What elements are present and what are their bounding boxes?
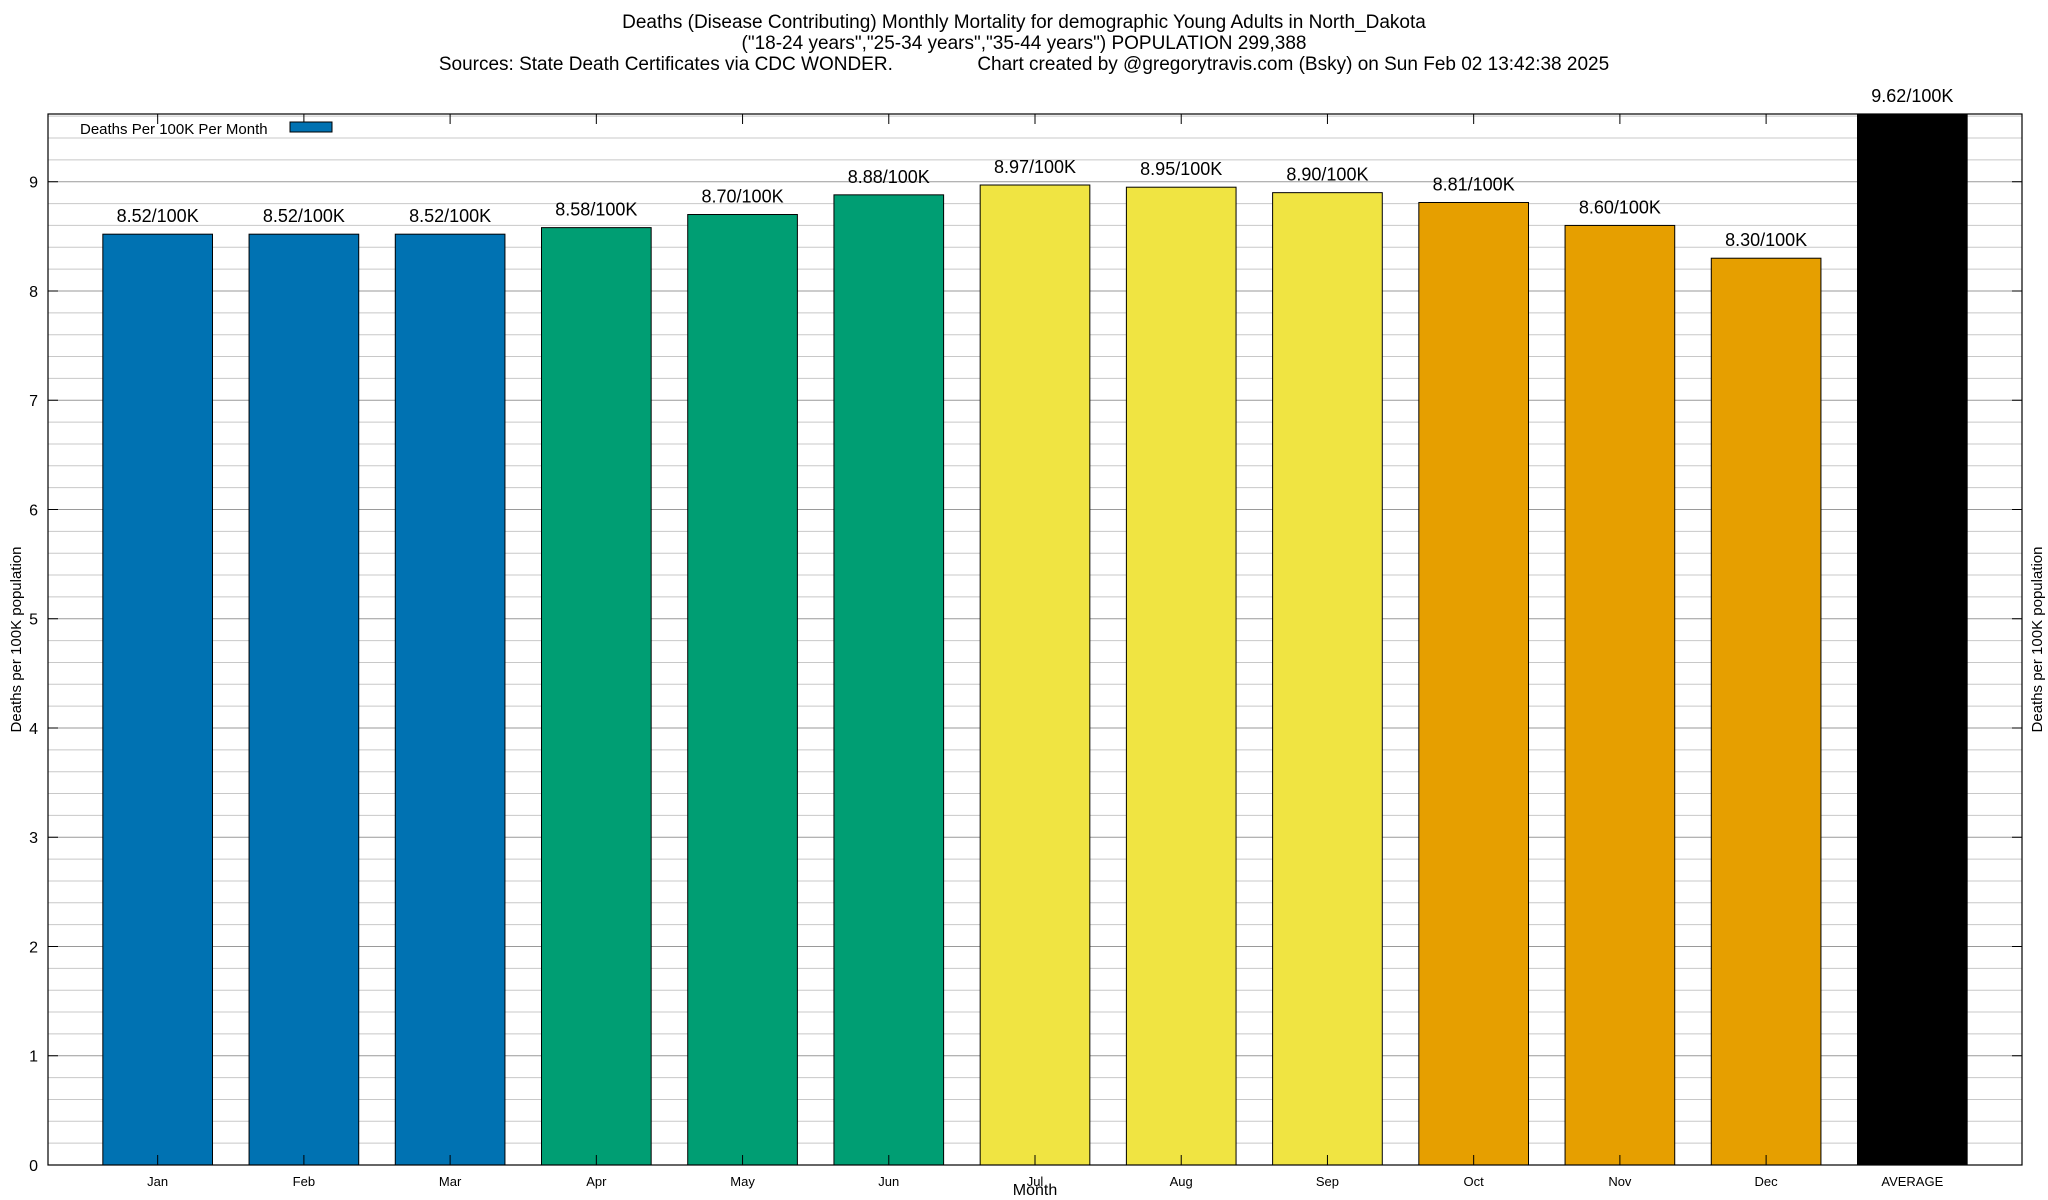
y-tick-label: 6 [29,502,38,519]
y-tick-label: 3 [29,830,38,847]
data-labels: 8.52/100K 8.52/100K 8.52/100K 8.58/100K 8.70… [117,86,1954,250]
x-tick-label: Sep [1316,1174,1339,1189]
bar-apr [541,227,652,1166]
chart-title-block: Deaths (Disease Contributing) Monthly Mo… [0,12,2048,75]
y-tick-label: 7 [29,393,38,410]
chart-subtitle: ("18-24 years","25-34 years","35-44 year… [741,33,1307,54]
bar-nov [1564,224,1676,1166]
x-tick-label: Aug [1170,1174,1193,1189]
data-label-may: 8.70/100K [702,187,784,207]
x-tick-label: Feb [293,1174,315,1189]
y-tick-label: 5 [29,612,38,629]
data-label-nov: 8.60/100K [1579,197,1661,217]
data-label-feb: 8.52/100K [263,206,345,226]
legend-label: Deaths Per 100K Per Month [80,121,268,138]
bar-jul [979,184,1091,1166]
data-label-jan: 8.52/100K [117,206,199,226]
legend-swatch [289,121,333,133]
x-tick-label: Dec [1755,1174,1779,1189]
plot-frame [47,113,2023,1166]
data-label-sep: 8.90/100K [1286,165,1368,185]
bar-feb [248,233,360,1166]
data-label-apr: 8.58/100K [555,200,637,220]
y-axis-label: Deaths per 100K population [8,547,25,733]
chart-source-line: Sources: State Death Certificates via CD… [438,54,1610,75]
legend: Deaths Per 100K Per Month [80,121,333,138]
data-label-oct: 8.81/100K [1433,174,1515,194]
y-tick-label: 2 [29,939,38,956]
bar-jan [102,233,213,1166]
x-tick-label: Jul [1027,1174,1044,1189]
x-axis-label: Month [1013,1182,1057,1199]
x-tick-label: Apr [586,1174,607,1189]
y2-axis-label: Deaths per 100K population [2029,547,2046,733]
bar-jun [833,194,945,1166]
data-label-mar: 8.52/100K [409,206,491,226]
x-tick-label: Jan [147,1174,168,1189]
bar-mar [394,233,506,1166]
bar-average [1857,113,1968,1166]
y-tick-label: 4 [29,721,38,738]
x-tick-label: May [730,1174,755,1189]
y-tick-label: 8 [29,284,38,301]
bar-dec [1710,257,1822,1166]
data-label-aug: 8.95/100K [1140,159,1222,179]
x-tick-label: Mar [439,1174,462,1189]
axis-ticks: 0 1 2 3 4 5 6 7 8 9 Jan Feb Mar Apr May Jun Jul Aug Sep Oct… [29,114,2022,1189]
bar-may [687,214,798,1166]
data-label-average: 9.62/100K [1871,86,1953,106]
bar-aug [1125,186,1237,1166]
bar-sep [1272,192,1383,1166]
x-tick-label: AVERAGE [1881,1174,1943,1189]
chart-title: Deaths (Disease Contributing) Monthly Mo… [622,12,1426,33]
bar-oct [1418,201,1530,1166]
x-tick-label: Nov [1608,1174,1632,1189]
data-label-dec: 8.30/100K [1725,230,1807,250]
y-tick-label: 1 [29,1049,38,1066]
data-label-jun: 8.88/100K [848,167,930,187]
y-tick-label: 9 [29,175,38,192]
x-tick-label: Oct [1464,1174,1485,1189]
y-tick-label: 0 [29,1158,38,1175]
x-tick-label: Jun [878,1174,899,1189]
bars [102,113,1968,1166]
data-label-jul: 8.97/100K [994,157,1076,177]
